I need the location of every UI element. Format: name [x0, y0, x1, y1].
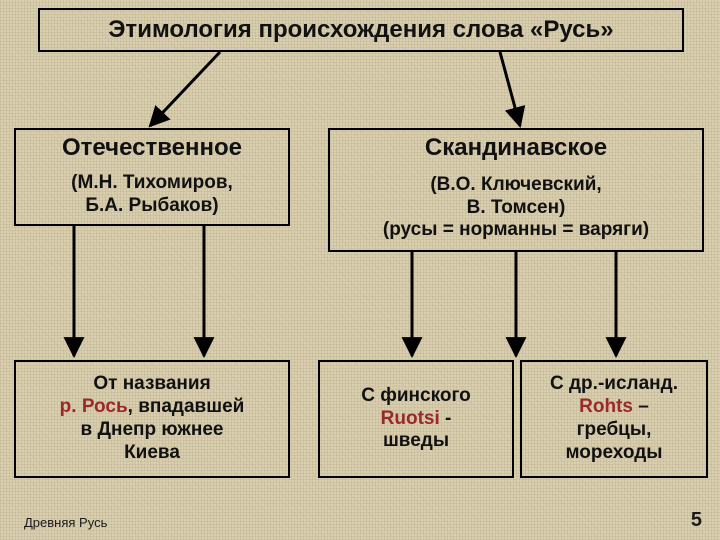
domestic-sub-box: (М.Н. Тихомиров,Б.А. Рыбаков) [14, 166, 290, 226]
domestic-leaf-line: р. Рось, впадавшей [60, 396, 245, 419]
scandinavian-leaf-box: С др.-исланд.Rohts –гребцы,мореходы [520, 360, 708, 478]
leaf-text: шведы [383, 430, 449, 451]
scandinavian-leaf-line: Rohts – [579, 396, 649, 419]
scandinavian-leaf-line: Ruotsi - [381, 408, 452, 431]
leaf-text: в Днепр южнее [81, 419, 224, 440]
title-box: Этимология происхождения слова «Русь» [38, 8, 684, 52]
leaf-text: От названия [93, 373, 210, 394]
scandinavian-leaf-line: шведы [383, 430, 449, 453]
leaf-text: мореходы [565, 442, 662, 463]
domestic-heading-text: Отечественное [62, 134, 242, 163]
leaf-text: – [633, 396, 649, 417]
leaf-text: гребцы, [577, 419, 652, 440]
scandinavian-leaf-line: мореходы [565, 442, 662, 465]
footer-caption: Древняя Русь [24, 515, 107, 530]
leaf-text: - [440, 408, 452, 429]
scandinavian-leaf-line: гребцы, [577, 419, 652, 442]
scandinavian-leaf-line: С финского [361, 385, 470, 408]
scandinavian-sub-line: В. Томсен) [467, 197, 566, 220]
scandinavian-leaf-line: С др.-исланд. [550, 373, 678, 396]
domestic-leaf-line: в Днепр южнее [81, 419, 224, 442]
domestic-leaf-line: Киева [124, 442, 180, 465]
highlight-text: Ruotsi [381, 408, 440, 429]
leaf-text: Киева [124, 442, 180, 463]
scandinavian-sub-line: (В.О. Ключевский, [430, 174, 601, 197]
leaf-text: С др.-исланд. [550, 373, 678, 394]
domestic-sub-line: (М.Н. Тихомиров, [71, 172, 233, 195]
leaf-text: , впадавшей [128, 396, 245, 417]
domestic-heading-box: Отечественное [14, 128, 290, 166]
scandinavian-heading-box: Скандинавское [328, 128, 704, 166]
domestic-leaf-box: От названияр. Рось, впадавшейв Днепр южн… [14, 360, 290, 478]
highlight-text: р. Рось [60, 396, 128, 417]
scandinavian-heading-text: Скандинавское [425, 134, 607, 163]
leaf-text: С финского [361, 385, 470, 406]
domestic-sub-line: Б.А. Рыбаков) [85, 195, 218, 218]
slide-number: 5 [691, 509, 702, 532]
title-text: Этимология происхождения слова «Русь» [108, 16, 613, 45]
scandinavian-leaf-box: С финскогоRuotsi -шведы [318, 360, 514, 478]
scandinavian-sub-box: (В.О. Ключевский,В. Томсен)(русы = норма… [328, 166, 704, 252]
highlight-text: Rohts [579, 396, 633, 417]
scandinavian-sub-line: (русы = норманны = варяги) [383, 219, 649, 242]
diagram-frame: Этимология происхождения слова «Русь» Оте… [0, 0, 720, 540]
domestic-leaf-line: От названия [93, 373, 210, 396]
